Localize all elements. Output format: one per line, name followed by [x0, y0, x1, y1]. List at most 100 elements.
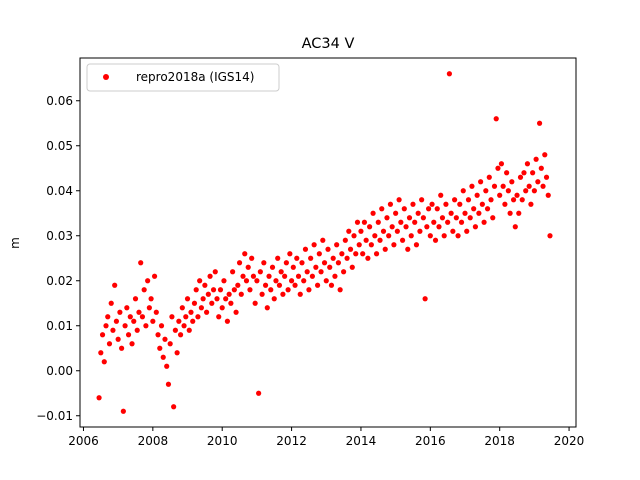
data-point	[316, 251, 322, 257]
data-point	[353, 251, 359, 257]
data-point	[252, 300, 258, 306]
data-point	[346, 228, 352, 234]
data-point	[486, 174, 492, 180]
data-point	[207, 273, 213, 279]
data-point	[542, 152, 548, 158]
data-point	[146, 305, 152, 311]
data-point	[507, 210, 513, 216]
data-point	[432, 237, 439, 243]
y-tick-label: 0.05	[46, 139, 73, 153]
data-point	[427, 233, 433, 239]
data-point	[198, 305, 204, 311]
data-point	[99, 332, 106, 338]
data-point	[330, 255, 336, 261]
data-point	[335, 260, 342, 266]
data-point	[292, 282, 298, 288]
data-point	[547, 233, 553, 239]
data-point	[471, 206, 477, 212]
data-point	[186, 327, 192, 333]
data-point	[519, 197, 525, 203]
data-point	[488, 197, 494, 203]
data-point	[309, 273, 315, 279]
data-point	[96, 395, 102, 401]
data-point	[209, 300, 215, 306]
data-point	[391, 242, 397, 248]
data-point	[314, 282, 321, 288]
data-point	[384, 215, 390, 221]
axis-ticks: 2006 2008 2010 2012 2014 2016 2018 2020 −0.01 0.0…	[36, 94, 584, 448]
data-point	[98, 350, 104, 356]
data-point	[105, 314, 111, 320]
data-point	[113, 318, 120, 324]
data-point	[285, 287, 291, 293]
data-point	[190, 318, 196, 324]
data-point	[483, 188, 489, 194]
data-point	[283, 260, 289, 266]
data-point	[452, 197, 458, 203]
data-point	[171, 404, 177, 410]
data-point	[354, 219, 361, 225]
data-point	[157, 345, 163, 351]
data-point	[380, 228, 387, 234]
data-point	[282, 273, 288, 279]
data-point	[184, 296, 191, 302]
data-point	[221, 278, 227, 284]
data-point	[505, 188, 511, 194]
data-point	[151, 273, 158, 279]
data-point	[465, 197, 472, 203]
data-point	[517, 174, 524, 180]
data-point	[308, 255, 314, 261]
data-point	[224, 318, 231, 324]
data-point	[510, 197, 517, 203]
data-point	[174, 350, 180, 356]
data-point	[181, 323, 187, 329]
data-point	[202, 282, 208, 288]
data-point	[138, 260, 144, 266]
data-point	[372, 233, 378, 239]
y-tick-label: 0.03	[46, 229, 73, 243]
data-point	[236, 260, 243, 266]
data-point	[399, 237, 406, 243]
data-point	[393, 210, 399, 216]
data-point	[177, 332, 184, 338]
data-point	[106, 341, 113, 347]
data-point	[262, 282, 269, 288]
data-point	[264, 305, 270, 311]
data-point	[431, 219, 437, 225]
data-point	[290, 264, 296, 270]
data-point	[205, 291, 211, 297]
data-point	[339, 251, 345, 257]
data-point	[523, 188, 529, 194]
data-point	[103, 323, 109, 329]
data-point	[368, 242, 374, 248]
x-tick-label: 2020	[554, 434, 585, 448]
x-tick-label: 2018	[484, 434, 515, 448]
data-point	[158, 323, 165, 329]
data-point	[117, 309, 123, 315]
data-point	[476, 210, 482, 216]
legend: repro2018a (IGS14)	[86, 63, 280, 92]
data-point	[458, 219, 465, 225]
data-point	[245, 264, 251, 270]
data-point	[436, 224, 442, 230]
data-point	[365, 255, 371, 261]
data-point	[481, 219, 487, 225]
data-point	[375, 219, 381, 225]
data-point	[434, 206, 440, 212]
data-point	[155, 332, 161, 338]
data-point	[235, 282, 241, 288]
data-point	[356, 242, 362, 248]
data-point	[179, 305, 185, 311]
data-point	[145, 278, 151, 284]
data-point	[394, 228, 400, 234]
data-point	[325, 246, 331, 252]
data-point	[382, 246, 388, 252]
data-point	[191, 300, 198, 306]
data-point	[521, 170, 527, 176]
data-point	[500, 183, 506, 189]
data-point	[422, 296, 428, 302]
data-point	[424, 224, 430, 230]
data-point	[216, 314, 222, 320]
data-point	[467, 215, 473, 221]
y-tick-label: −0.01	[36, 409, 73, 423]
